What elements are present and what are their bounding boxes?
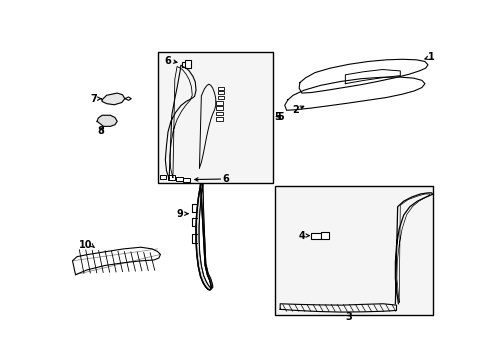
Text: 6: 6	[164, 56, 171, 66]
Bar	[183, 179, 189, 182]
Text: 2: 2	[291, 105, 298, 115]
Text: 8: 8	[97, 126, 104, 135]
Bar	[218, 91, 224, 94]
Bar	[158, 51, 273, 183]
Bar	[168, 175, 175, 180]
Text: 1: 1	[427, 51, 434, 62]
Text: 7: 7	[90, 94, 97, 104]
Bar	[218, 87, 224, 90]
Bar	[218, 96, 224, 99]
Text: 4: 4	[298, 230, 305, 240]
Bar	[185, 60, 191, 68]
Bar	[159, 175, 165, 179]
Text: 9: 9	[176, 209, 183, 219]
Bar	[321, 232, 329, 239]
Bar	[215, 117, 222, 121]
Bar	[311, 233, 321, 239]
Polygon shape	[196, 185, 212, 290]
Text: 3: 3	[345, 312, 352, 322]
Text: 5: 5	[274, 112, 281, 122]
Bar	[275, 186, 432, 315]
Polygon shape	[102, 93, 124, 105]
Bar	[181, 62, 190, 67]
Bar	[215, 106, 222, 110]
Text: 6: 6	[222, 174, 229, 184]
Text: 5: 5	[277, 112, 284, 122]
Polygon shape	[97, 115, 117, 126]
Text: 10: 10	[79, 240, 92, 250]
Bar	[175, 177, 183, 181]
Bar	[215, 112, 222, 115]
Bar	[215, 101, 222, 105]
